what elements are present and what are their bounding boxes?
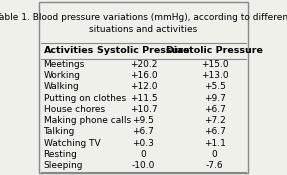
Text: Sleeping: Sleeping: [44, 161, 83, 170]
Text: Table 1. Blood pressure variations (mmHg), according to different
situations and: Table 1. Blood pressure variations (mmHg…: [0, 13, 287, 34]
Text: Working: Working: [44, 71, 81, 80]
Text: Walking: Walking: [44, 82, 79, 91]
Text: +12.0: +12.0: [130, 82, 157, 91]
Text: Putting on clothes: Putting on clothes: [44, 94, 126, 103]
Text: +6.7: +6.7: [204, 105, 226, 114]
Text: +6.7: +6.7: [204, 128, 226, 136]
Text: House chores: House chores: [44, 105, 105, 114]
Text: +0.3: +0.3: [133, 139, 154, 148]
Text: +1.1: +1.1: [204, 139, 226, 148]
Text: +5.5: +5.5: [204, 82, 226, 91]
Text: Meetings: Meetings: [44, 60, 85, 69]
Text: +7.2: +7.2: [204, 116, 226, 125]
Text: Talking: Talking: [44, 128, 75, 136]
Text: +9.7: +9.7: [204, 94, 226, 103]
Text: Making phone calls: Making phone calls: [44, 116, 131, 125]
Text: Watching TV: Watching TV: [44, 139, 100, 148]
Text: +15.0: +15.0: [201, 60, 228, 69]
Text: 0: 0: [212, 150, 218, 159]
Text: Activities: Activities: [44, 46, 94, 55]
Text: +6.7: +6.7: [133, 128, 154, 136]
Text: +13.0: +13.0: [201, 71, 228, 80]
Text: +11.5: +11.5: [130, 94, 157, 103]
Text: -7.6: -7.6: [206, 161, 224, 170]
Text: Resting: Resting: [44, 150, 77, 159]
Text: +10.7: +10.7: [130, 105, 157, 114]
Text: -10.0: -10.0: [132, 161, 155, 170]
Text: 0: 0: [141, 150, 146, 159]
Text: Systolic Pressure: Systolic Pressure: [97, 46, 190, 55]
Text: +20.2: +20.2: [130, 60, 157, 69]
Text: +9.5: +9.5: [133, 116, 154, 125]
Text: +16.0: +16.0: [130, 71, 157, 80]
Text: Diastolic Pressure: Diastolic Pressure: [166, 46, 263, 55]
